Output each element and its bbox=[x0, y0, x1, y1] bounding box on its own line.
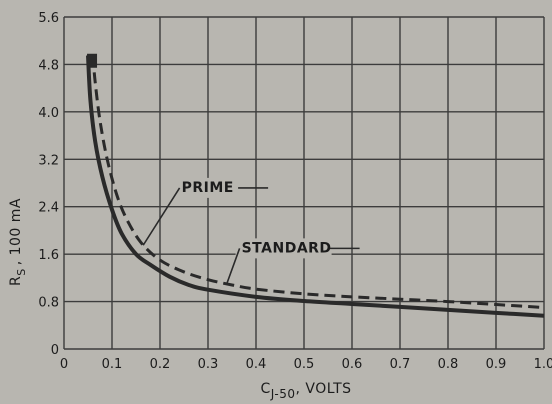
x-axis-title: CJ-50, VOLTS bbox=[260, 381, 351, 401]
y-tick-label: 1.6 bbox=[38, 248, 59, 263]
annotation-label-prime: PRIME bbox=[182, 180, 234, 196]
x-tick-label: 0.2 bbox=[150, 357, 171, 372]
annotation-label-standard: STANDARD bbox=[242, 240, 332, 256]
y-axis-title-main: R bbox=[8, 276, 24, 286]
x-axis-title-main: C bbox=[260, 381, 270, 397]
x-tick-label: 0.3 bbox=[198, 357, 219, 372]
series-line-standard bbox=[91, 55, 545, 309]
tick-labels-group: 0 0.1 0.2 0.3 0.4 0.5 0.6 0.7 0.8 0.9 1.0 0 0.8 1.6 2.… bbox=[38, 11, 552, 372]
x-tick-label: 0.4 bbox=[246, 357, 267, 372]
annotation-background bbox=[235, 238, 332, 259]
y-tick-label: 0.8 bbox=[38, 296, 59, 311]
annotation-leader-line bbox=[226, 248, 241, 283]
curve-end-cap bbox=[87, 53, 98, 68]
x-tick-label: 0.5 bbox=[294, 357, 315, 372]
y-axis-title-sub: S bbox=[15, 268, 28, 275]
annotation-leader-line bbox=[142, 187, 181, 246]
y-tick-label: 0 bbox=[51, 343, 59, 358]
annotation-background bbox=[175, 177, 241, 198]
series-line-prime bbox=[86, 55, 545, 318]
y-tick-label: 2.4 bbox=[38, 201, 59, 216]
y-axis-title-tail: , 100 mA bbox=[8, 198, 24, 265]
series-group bbox=[86, 53, 545, 318]
annotations-group: PRIME STANDARD bbox=[142, 177, 360, 283]
y-tick-label: 5.6 bbox=[38, 11, 59, 26]
y-tick-label: 3.2 bbox=[38, 153, 59, 168]
x-tick-label: 0.7 bbox=[390, 357, 411, 372]
x-tick-label: 0.6 bbox=[342, 357, 363, 372]
x-tick-label: 0.1 bbox=[102, 357, 123, 372]
x-axis-title-sub: J-50 bbox=[270, 387, 296, 401]
y-axis-title: RS , 100 mA bbox=[8, 198, 28, 286]
x-tick-label: 1.0 bbox=[534, 357, 552, 372]
x-tick-label: 0.9 bbox=[486, 357, 507, 372]
x-tick-label: 0.8 bbox=[438, 357, 459, 372]
y-tick-label: 4.0 bbox=[38, 106, 59, 121]
x-tick-label: 0 bbox=[60, 357, 68, 372]
x-axis-title-tail: , VOLTS bbox=[295, 381, 351, 397]
y-tick-label: 4.8 bbox=[38, 58, 59, 73]
